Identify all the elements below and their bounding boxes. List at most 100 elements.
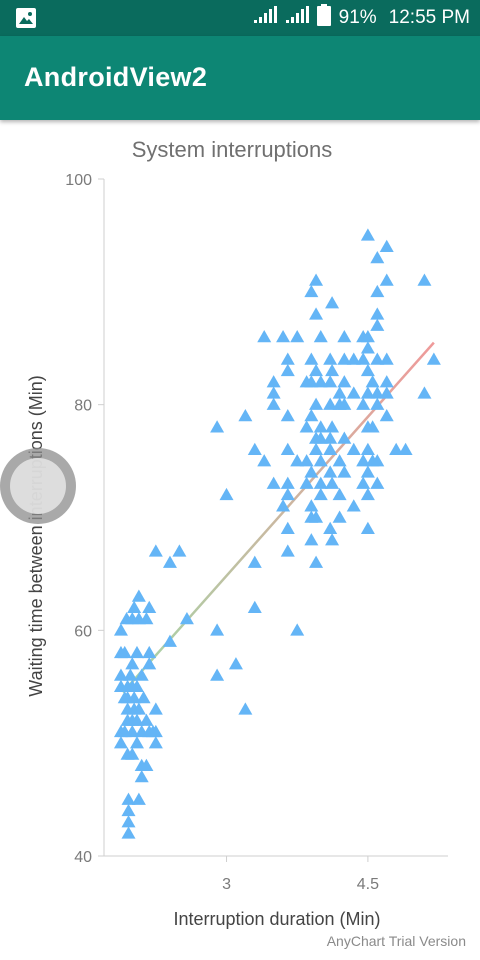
chart-title: System interruptions	[132, 137, 333, 162]
signal-icon	[253, 6, 277, 30]
app-bar: AndroidView2	[0, 36, 480, 120]
data-point	[370, 386, 385, 399]
data-point	[360, 465, 375, 478]
data-point	[337, 431, 352, 444]
chart-credits[interactable]: AnyChart Trial Version	[326, 933, 466, 949]
data-point	[125, 724, 140, 738]
data-point	[210, 623, 225, 636]
battery-percent: 91%	[338, 7, 377, 28]
y-tick-label: 60	[74, 623, 92, 640]
data-point	[280, 487, 295, 501]
data-point	[117, 645, 132, 659]
data-point	[337, 329, 352, 343]
data-point	[360, 386, 375, 399]
data-point	[417, 273, 432, 286]
data-point	[304, 375, 319, 388]
data-point	[121, 826, 136, 839]
data-point	[323, 352, 338, 365]
data-point	[304, 499, 319, 512]
data-point	[346, 386, 361, 399]
data-point	[309, 397, 324, 410]
data-point	[134, 770, 149, 783]
status-icons: 91% 12:55 PM	[253, 4, 470, 30]
data-point	[280, 521, 295, 535]
data-point	[379, 352, 394, 365]
data-point	[266, 386, 281, 399]
data-point	[325, 363, 340, 377]
data-point	[247, 555, 262, 568]
data-point	[360, 228, 375, 241]
data-point	[290, 454, 305, 467]
data-point	[210, 420, 225, 433]
data-point	[148, 724, 163, 738]
data-point	[219, 487, 234, 501]
data-point	[276, 329, 291, 343]
data-point	[325, 533, 340, 546]
data-point	[323, 442, 338, 456]
data-point	[238, 702, 253, 715]
data-point	[426, 352, 441, 365]
y-axis-title: Waiting time between interruptions (Min)	[26, 375, 46, 696]
data-point	[325, 476, 340, 489]
data-point	[417, 386, 432, 399]
data-point	[337, 397, 352, 410]
data-point	[323, 397, 338, 410]
data-point	[313, 375, 328, 388]
data-point	[142, 657, 157, 670]
data-point	[280, 442, 295, 456]
data-point	[280, 363, 295, 377]
data-point	[379, 239, 394, 252]
data-point	[304, 352, 319, 365]
data-point	[365, 375, 380, 388]
data-point	[360, 341, 375, 354]
data-point	[134, 668, 149, 681]
status-bar: 91% 12:55 PM	[0, 0, 480, 36]
data-point	[337, 352, 352, 365]
chart-area[interactable]: System interruptions Waiting time betwee…	[0, 120, 480, 960]
data-point	[142, 645, 157, 659]
data-point	[309, 555, 324, 568]
data-point	[290, 623, 305, 636]
x-axis-title: Interruption duration (Min)	[173, 909, 380, 929]
data-point	[148, 702, 163, 715]
data-point	[127, 691, 142, 704]
data-point	[346, 499, 361, 512]
data-point	[131, 589, 146, 602]
data-point	[332, 510, 347, 523]
data-point	[113, 623, 128, 636]
data-point	[360, 329, 375, 343]
data-point	[247, 442, 262, 456]
data-point	[379, 386, 394, 399]
data-point	[325, 296, 340, 309]
data-point	[299, 476, 314, 489]
data-point	[360, 521, 375, 535]
data-point	[280, 352, 295, 365]
data-point	[129, 645, 144, 659]
data-point	[129, 736, 144, 749]
data-point	[266, 375, 281, 388]
data-point	[129, 713, 144, 726]
data-point	[125, 657, 140, 670]
scatter-chart[interactable]: System interruptions Waiting time betwee…	[0, 120, 480, 960]
data-point	[304, 533, 319, 546]
x-tick-label: 3	[222, 876, 231, 893]
data-point	[228, 657, 243, 670]
data-point	[162, 634, 177, 647]
data-point	[323, 465, 338, 478]
data-points	[113, 228, 441, 839]
data-point	[356, 476, 371, 489]
data-point	[304, 284, 319, 298]
touch-indicator	[0, 448, 76, 524]
data-point	[127, 600, 142, 614]
app-title: AndroidView2	[24, 62, 208, 92]
data-point	[337, 375, 352, 388]
data-point	[360, 363, 375, 377]
data-point	[313, 487, 328, 501]
data-point	[210, 668, 225, 681]
data-point	[346, 442, 361, 456]
data-point	[309, 273, 324, 286]
data-point	[136, 691, 151, 704]
data-point	[123, 668, 138, 681]
trend-line-group	[121, 341, 435, 694]
data-point	[299, 454, 314, 467]
